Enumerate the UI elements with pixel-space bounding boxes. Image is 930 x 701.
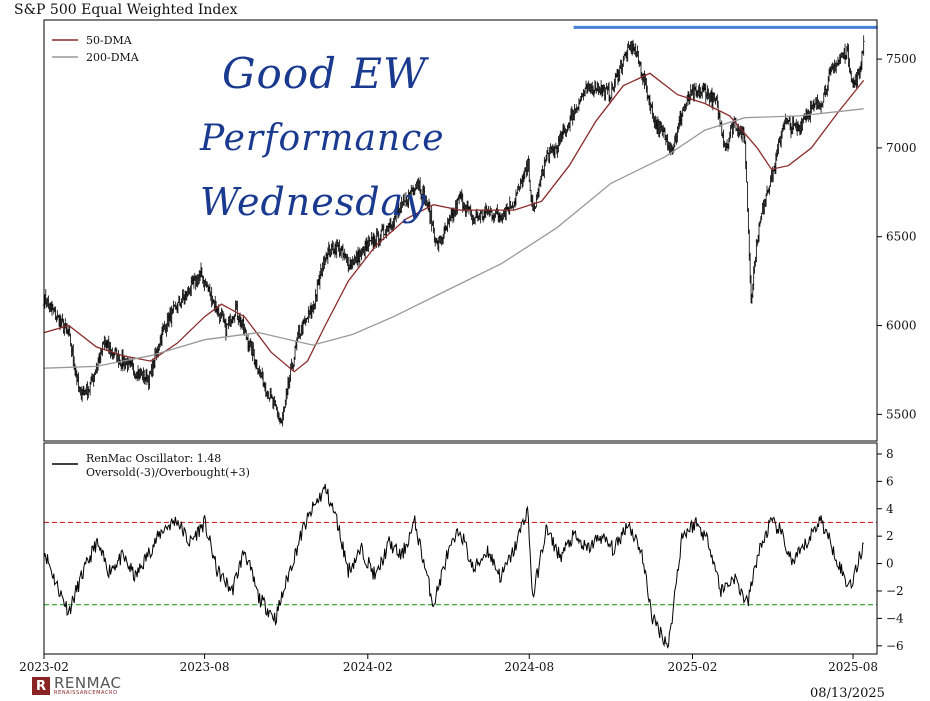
oscillator-legend: RenMac Oscillator: 1.48Oversold(-3)/Over…: [52, 452, 250, 479]
x-tick-label: 2025-02: [668, 660, 718, 674]
oscillator-panel: −6 −4 −2 0 2 4 6 8 RenMac Oscillator: 1.48Overso…: [19, 447, 904, 674]
logo-tagline: RENAISSANCEMACRO: [54, 690, 118, 696]
200-dma-line: [43, 108, 864, 369]
osc-y-tick-label: −2: [886, 584, 904, 598]
date-stamp: 08/13/2025: [810, 686, 885, 701]
price-y-tick-label: 7500: [886, 52, 917, 66]
osc-y-tick-label: 0: [886, 557, 894, 571]
chart-frame: [43, 19, 878, 655]
price-ohlc-bars: [42, 35, 865, 427]
price-y-tick-label: 5500: [886, 407, 917, 421]
x-tick-label: 2023-02: [19, 660, 69, 674]
x-tick-label: 2024-02: [343, 660, 393, 674]
handwritten-annotation: Good EW Performance Wednesday: [199, 49, 445, 224]
price-legend: 50-DMA 200-DMA: [52, 34, 140, 64]
legend-label: RenMac Oscillator: 1.48: [86, 452, 221, 465]
osc-y-tick-label: 2: [886, 529, 894, 543]
x-tick-label: 2023-08: [180, 660, 230, 674]
price-panel-frame: [43, 19, 878, 442]
logo-name: RENMAC: [54, 674, 122, 692]
annotation-line: Good EW: [222, 49, 430, 98]
x-tick-label: 2025-08: [828, 660, 878, 674]
renmac-logo-mark: R: [32, 677, 50, 695]
oscillator-panel-frame: [43, 442, 878, 655]
legend-label: 200-DMA: [86, 51, 140, 64]
annotation-line: Wednesday: [200, 180, 427, 224]
annotation-line: Performance: [199, 118, 445, 159]
legend-label: 50-DMA: [86, 34, 133, 47]
osc-y-tick-label: 6: [886, 474, 894, 488]
price-y-tick-label: 6000: [886, 319, 917, 333]
chart-title: S&P 500 Equal Weighted Index: [14, 2, 238, 18]
legend-label: Oversold(-3)/Overbought(+3): [86, 466, 250, 479]
osc-y-tick-label: −4: [886, 611, 904, 625]
x-tick-label: 2024-08: [504, 660, 554, 674]
osc-y-tick-label: 4: [886, 502, 894, 516]
osc-y-tick-label: 8: [886, 447, 894, 461]
50-dma-line: [43, 72, 865, 373]
osc-y-tick-label: −6: [886, 639, 904, 653]
price-y-tick-label: 7000: [886, 141, 917, 155]
renmac-logo: R RENMAC RENAISSANCEMACRO: [32, 676, 122, 696]
price-panel: 5500 6000 6500 7000 7500 50-DMA 200-DMA: [42, 25, 917, 427]
price-y-tick-label: 6500: [886, 230, 917, 244]
oscillator-line: [43, 483, 864, 649]
